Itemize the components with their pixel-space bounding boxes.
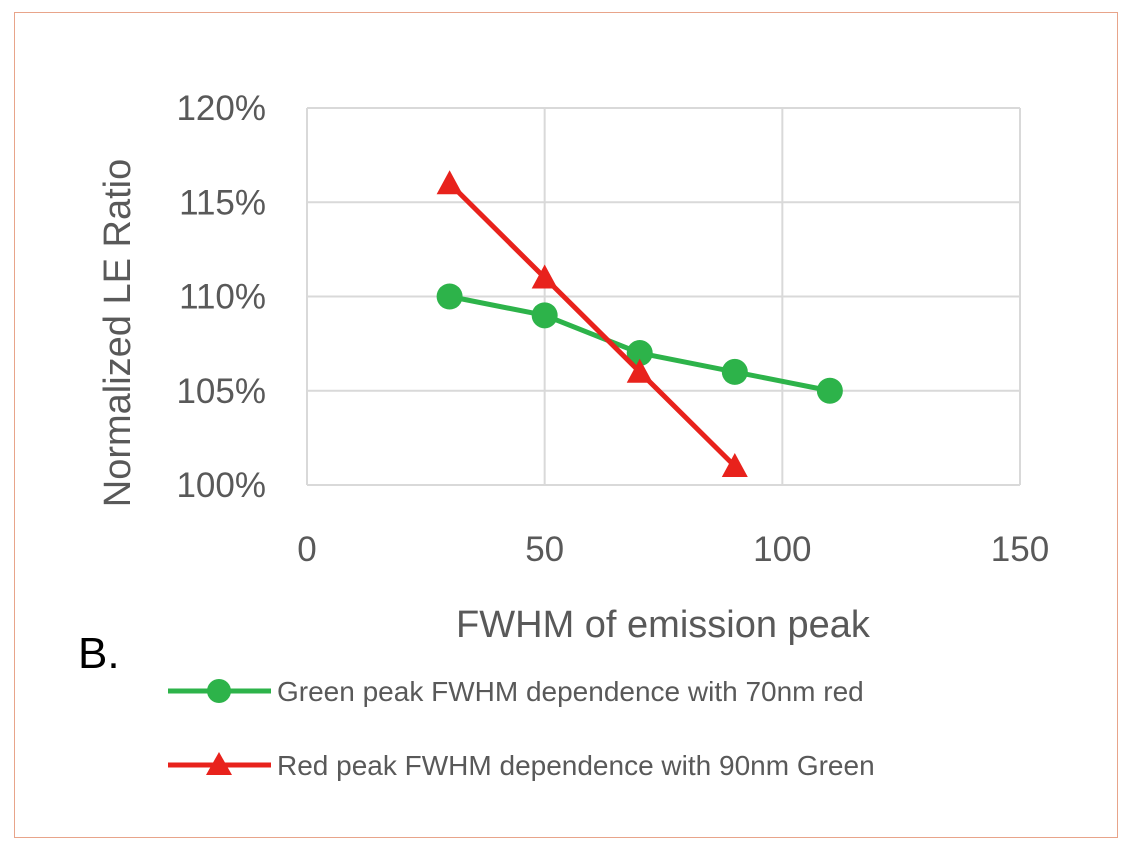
y-tick-labels: 100% 105% 110% 115% 120%	[176, 89, 266, 505]
data-point-triangle	[531, 264, 558, 289]
legend-label-green: Green peak FWHM dependence with 70nm red	[277, 676, 864, 707]
series-green	[436, 283, 843, 404]
data-point-circle	[816, 377, 843, 404]
y-axis-title: Normalized LE Ratio	[97, 159, 139, 507]
data-point-circle	[721, 358, 748, 385]
panel-label: B.	[78, 629, 120, 678]
data-point-triangle	[721, 452, 748, 477]
x-tick-label: 0	[297, 530, 316, 569]
legend-marker-circle	[207, 679, 231, 703]
y-tick-label: 110%	[179, 278, 266, 317]
legend-label-red: Red peak FWHM dependence with 90nm Green	[277, 750, 875, 781]
data-point-circle	[436, 283, 463, 310]
legend-item-green: Green peak FWHM dependence with 70nm red	[168, 676, 864, 707]
legend: Green peak FWHM dependence with 70nm red…	[168, 676, 875, 781]
y-tick-label: 100%	[176, 466, 266, 505]
legend-item-red: Red peak FWHM dependence with 90nm Green	[168, 750, 875, 781]
data-point-circle	[626, 340, 653, 367]
legend-marker-triangle	[206, 752, 232, 775]
x-tick-label: 100	[753, 530, 811, 569]
data-point-triangle	[626, 358, 653, 383]
x-tick-label: 150	[991, 530, 1049, 569]
y-tick-label: 115%	[179, 183, 266, 222]
figure-frame	[14, 12, 1118, 838]
grid-lines	[306, 107, 1021, 486]
x-tick-labels: 0 50 100 150	[297, 530, 1049, 569]
data-point-circle	[531, 302, 558, 329]
data-series	[436, 170, 843, 477]
x-tick-label: 50	[525, 530, 564, 569]
y-tick-label: 120%	[176, 89, 266, 128]
data-point-triangle	[436, 170, 463, 195]
y-tick-label: 105%	[176, 372, 266, 411]
series-red	[436, 170, 748, 477]
x-axis-title: FWHM of emission peak	[456, 604, 871, 646]
series-line	[447, 181, 737, 468]
